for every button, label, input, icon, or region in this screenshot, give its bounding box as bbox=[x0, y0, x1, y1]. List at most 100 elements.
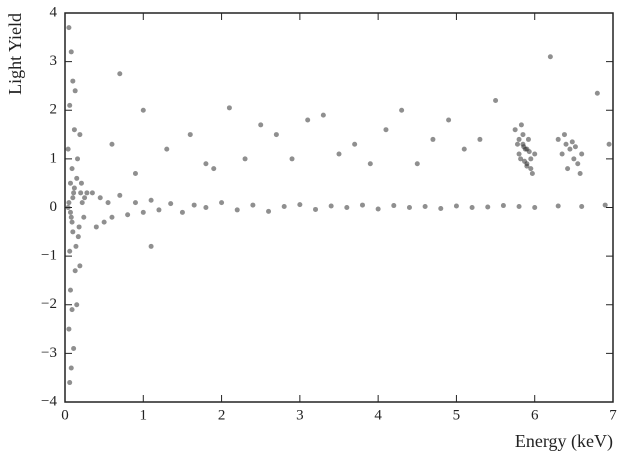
point bbox=[266, 208, 272, 214]
point bbox=[525, 136, 531, 142]
x-tick-label: 0 bbox=[61, 407, 69, 423]
point bbox=[117, 192, 123, 198]
point bbox=[528, 156, 534, 162]
point bbox=[572, 144, 578, 150]
point bbox=[67, 380, 73, 386]
point bbox=[571, 156, 577, 162]
point bbox=[281, 204, 287, 210]
point bbox=[70, 229, 76, 235]
x-tick-label: 7 bbox=[609, 407, 617, 423]
point bbox=[438, 205, 444, 211]
point bbox=[594, 90, 600, 96]
point bbox=[71, 190, 77, 196]
point bbox=[359, 202, 365, 208]
point bbox=[606, 141, 612, 147]
point bbox=[518, 122, 524, 128]
point bbox=[446, 117, 452, 123]
point bbox=[469, 205, 475, 210]
point bbox=[399, 107, 405, 113]
point bbox=[414, 161, 420, 167]
point bbox=[68, 214, 74, 220]
point bbox=[422, 204, 428, 210]
point bbox=[561, 132, 567, 138]
x-axis-label: Energy (keV) bbox=[515, 431, 613, 452]
point bbox=[109, 141, 115, 147]
y-axis-label: Light Yield bbox=[5, 13, 25, 95]
point bbox=[66, 25, 72, 31]
point bbox=[273, 132, 279, 138]
point bbox=[211, 166, 217, 172]
point bbox=[532, 151, 538, 157]
point bbox=[219, 200, 225, 206]
point bbox=[71, 346, 77, 352]
point bbox=[97, 195, 103, 201]
point bbox=[72, 268, 78, 274]
point bbox=[512, 127, 518, 133]
x-tick-label: 5 bbox=[453, 407, 461, 423]
point bbox=[516, 136, 522, 142]
x-tick-label: 1 bbox=[140, 407, 148, 423]
point bbox=[67, 248, 73, 254]
point bbox=[493, 98, 499, 104]
point bbox=[140, 107, 146, 113]
point bbox=[567, 146, 573, 152]
y-tick-label: 4 bbox=[50, 4, 58, 20]
point bbox=[516, 151, 522, 157]
point bbox=[78, 180, 84, 186]
point bbox=[430, 136, 436, 142]
point bbox=[74, 175, 80, 181]
point bbox=[132, 200, 138, 206]
point bbox=[71, 185, 77, 191]
point bbox=[569, 139, 575, 145]
point bbox=[79, 200, 85, 206]
point bbox=[187, 132, 193, 138]
point bbox=[109, 214, 115, 220]
point bbox=[68, 49, 74, 55]
point bbox=[69, 166, 75, 172]
point bbox=[344, 205, 350, 210]
point bbox=[203, 205, 209, 210]
point bbox=[82, 195, 88, 201]
point bbox=[518, 156, 524, 162]
point bbox=[529, 170, 535, 176]
point bbox=[70, 78, 76, 84]
point bbox=[72, 88, 78, 94]
point bbox=[453, 203, 459, 209]
point bbox=[65, 146, 71, 152]
point bbox=[67, 102, 73, 108]
point bbox=[117, 71, 123, 77]
x-tick-label: 3 bbox=[296, 407, 304, 423]
point bbox=[140, 209, 146, 215]
point bbox=[383, 127, 389, 133]
point bbox=[521, 144, 527, 150]
point bbox=[514, 141, 520, 147]
point bbox=[391, 203, 397, 209]
point bbox=[258, 122, 264, 128]
point bbox=[602, 202, 608, 208]
point bbox=[148, 243, 154, 249]
point bbox=[191, 202, 197, 208]
point bbox=[526, 149, 532, 155]
point bbox=[579, 151, 585, 157]
y-tick-label: 2 bbox=[50, 102, 58, 118]
point bbox=[297, 202, 303, 208]
point bbox=[73, 243, 79, 249]
point bbox=[89, 190, 95, 196]
y-tick-label: 1 bbox=[50, 150, 58, 166]
point bbox=[78, 190, 84, 196]
point bbox=[528, 166, 534, 172]
point bbox=[367, 161, 373, 167]
point bbox=[289, 156, 295, 162]
point bbox=[328, 203, 334, 209]
point bbox=[77, 132, 83, 138]
point bbox=[69, 219, 75, 225]
point bbox=[565, 166, 571, 172]
point bbox=[66, 326, 72, 332]
point bbox=[485, 204, 491, 210]
point bbox=[132, 170, 138, 176]
point bbox=[74, 302, 80, 308]
point bbox=[532, 205, 538, 210]
y-tick-label: −2 bbox=[41, 296, 57, 312]
point bbox=[156, 207, 162, 213]
